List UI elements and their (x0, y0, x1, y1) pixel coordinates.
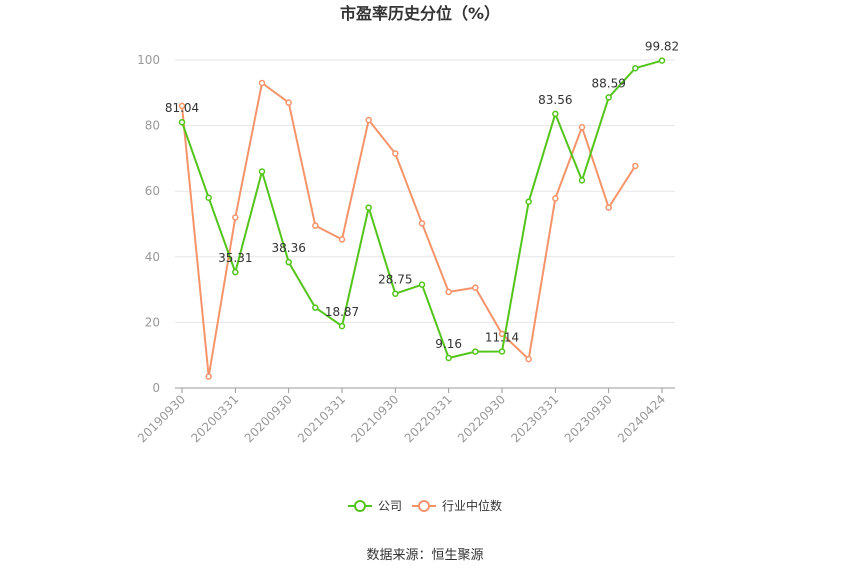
legend: 公司 行业中位数 (348, 498, 502, 513)
point-company-5 (312, 304, 319, 311)
y-tick-label-80: 80 (145, 119, 160, 133)
point-industry-7 (365, 116, 372, 124)
x-tick-label-20210930: 20210930 (348, 392, 401, 445)
legend-marker-company (354, 500, 366, 512)
y-tick-label-100: 100 (137, 53, 160, 67)
point-industry-16 (605, 204, 612, 211)
data-label-company-12: 11.14 (485, 330, 519, 344)
point-company-4 (285, 258, 292, 266)
y-tick-label-0: 0 (152, 381, 160, 395)
x-tick-label-20200930: 20200930 (242, 392, 295, 445)
data-label-company-10: 9.16 (435, 337, 462, 351)
point-company-10 (445, 354, 452, 362)
point-industry-2 (232, 214, 239, 221)
x-tick-label-20200331: 20200331 (188, 392, 241, 445)
data-label-company-16: 88.59 (591, 76, 625, 90)
point-company-1 (205, 194, 212, 202)
point-company-0 (178, 118, 186, 126)
point-industry-1 (205, 373, 212, 380)
data-label-company-18: 99.82 (645, 40, 679, 54)
point-company-3 (258, 168, 266, 175)
series-line-company (181, 59, 663, 359)
data-label-company-0: 81.04 (165, 101, 199, 115)
point-industry-15 (578, 123, 586, 131)
point-company-17 (632, 64, 639, 72)
x-tick-label-20190930: 20190930 (135, 392, 188, 445)
point-industry-17 (632, 162, 639, 170)
point-company-16 (605, 94, 612, 101)
point-industry-5 (312, 222, 319, 229)
source-text: 数据来源：恒生聚源 (366, 548, 483, 563)
legend-item-company[interactable]: 公司 (348, 499, 402, 513)
point-company-8 (392, 290, 399, 297)
point-industry-10 (445, 288, 452, 296)
x-tick-label-20220331: 20220331 (402, 392, 455, 445)
y-tick-label-40: 40 (145, 250, 160, 264)
point-company-7 (365, 204, 372, 211)
grid-lines (175, 59, 675, 323)
point-company-6 (338, 322, 346, 330)
point-company-14 (552, 110, 559, 118)
data-label-company-14: 83.56 (538, 93, 572, 107)
point-industry-8 (392, 150, 399, 157)
point-company-12 (498, 348, 506, 355)
x-tick-label-20230930: 20230930 (562, 392, 615, 445)
point-company-2 (232, 268, 239, 276)
data-label-company-8: 28.75 (378, 273, 412, 287)
point-industry-0 (178, 102, 186, 110)
y-tick-label-20: 20 (145, 315, 160, 329)
point-industry-9 (418, 220, 426, 227)
point-company-15 (578, 177, 586, 184)
data-label-company-4: 38.36 (271, 241, 305, 255)
point-company-18 (658, 57, 666, 64)
y-tick-label-60: 60 (145, 184, 160, 198)
x-axis: 20190930 20200331 20200930 20210331 20210930… (135, 387, 675, 445)
y-axis: 0 20 40 60 80 100 (137, 53, 160, 395)
point-industry-11 (472, 284, 479, 291)
series-layer (178, 57, 666, 380)
point-industry-14 (552, 195, 559, 202)
point-industry-6 (338, 236, 346, 243)
point-company-9 (418, 281, 426, 288)
x-tick-label-20230331: 20230331 (508, 392, 561, 445)
series-line-industry (181, 82, 637, 378)
x-tick-label-20210331: 20210331 (295, 392, 348, 445)
point-industry-3 (258, 79, 266, 87)
point-industry-4 (285, 99, 292, 106)
x-tick-label-20240424: 20240424 (615, 392, 668, 445)
data-label-company-2: 35.31 (218, 251, 252, 265)
data-label-company-6: 18.87 (325, 305, 359, 319)
legend-label-industry: 行业中位数 (442, 498, 502, 513)
point-industry-13 (525, 355, 532, 363)
legend-item-industry[interactable]: 行业中位数 (412, 498, 502, 513)
x-tick-label-20220930: 20220930 (455, 392, 508, 445)
point-company-13 (525, 198, 532, 205)
legend-marker-industry (418, 500, 430, 512)
chart-title: 市盈率历史分位（%） (340, 4, 500, 23)
data-labels: 81.04 35.31 38.36 18.87 28.75 9.16 11.14 83.56 8… (165, 40, 679, 351)
point-company-11 (472, 348, 479, 355)
legend-label-company: 公司 (378, 499, 402, 513)
